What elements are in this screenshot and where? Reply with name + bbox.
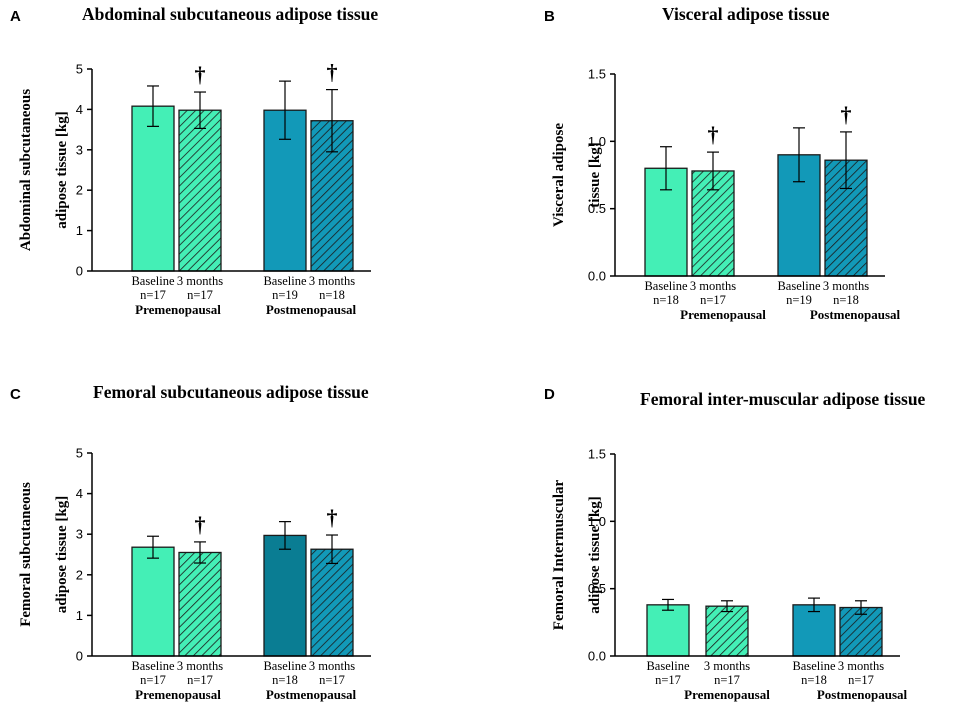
bar (792, 604, 836, 657)
panel-b: B Visceral adipose tissue Visceral adipose… (544, 4, 901, 322)
y-tick-label: 1.0 (588, 134, 606, 149)
significance-dagger: † (195, 62, 206, 87)
y-tick-label: 1.5 (588, 447, 606, 462)
bar-n-label: n=18 (319, 288, 345, 302)
group-label: Premenopausal (135, 302, 221, 317)
y-tick-label: 0.5 (588, 581, 606, 596)
chart-title: Visceral adipose tissue (662, 4, 830, 24)
bar-n-label: n=17 (187, 673, 213, 687)
bar-n-label: n=18 (801, 673, 827, 687)
y-axis-label: Visceral adipose (551, 123, 567, 227)
bar-label: 3 months (309, 274, 355, 288)
y-tick-label: 3 (76, 527, 83, 542)
y-axis-label: Femoral Intermuscular (551, 479, 567, 630)
bar-label: Baseline (646, 659, 689, 673)
bar-n-label: n=17 (319, 673, 345, 687)
bar-n-label: n=17 (187, 288, 213, 302)
bar-label: Baseline (263, 274, 306, 288)
bar-label: Baseline (263, 659, 306, 673)
bar-n-label: n=18 (833, 293, 859, 307)
bar-n-label: n=17 (655, 673, 681, 687)
bar-label: 3 months (177, 274, 223, 288)
bar-label: Baseline (777, 279, 820, 293)
significance-dagger: † (195, 512, 206, 537)
bar-n-label: n=17 (848, 673, 874, 687)
bar (705, 605, 749, 657)
y-tick-label: 1 (76, 608, 83, 623)
chart-title: Femoral subcutaneous adipose tissue (93, 382, 369, 402)
y-tick-label: 0 (76, 649, 83, 664)
y-tick-label: 5 (76, 446, 83, 461)
y-axis-label: tissue [kg] (587, 142, 603, 207)
y-tick-label: 2 (76, 183, 83, 198)
bar (263, 109, 307, 272)
y-tick-label: 3 (76, 142, 83, 157)
y-tick-label: 4 (76, 102, 83, 117)
chart-title: Femoral inter-muscular adipose tissue (640, 389, 926, 409)
bar (263, 534, 307, 657)
bar-n-label: n=17 (714, 673, 740, 687)
significance-dagger: † (841, 102, 852, 127)
panel-label: B (544, 8, 555, 25)
bar-n-label: n=19 (786, 293, 812, 307)
y-axis-label: Abdominal subcutaneous (18, 89, 34, 251)
bar-n-label: n=18 (653, 293, 679, 307)
y-axis-label: Femoral subcutaneous (18, 482, 34, 627)
significance-dagger: † (327, 60, 338, 85)
bar-n-label: n=17 (140, 673, 166, 687)
significance-dagger: † (708, 122, 719, 147)
panel-label: A (10, 8, 21, 25)
group-label: Postmenopausal (266, 687, 357, 702)
y-tick-label: 5 (76, 62, 83, 77)
y-axis-label: adipose tissue [kg] (54, 111, 70, 229)
bar (646, 604, 690, 657)
group-label: Premenopausal (680, 307, 766, 322)
group-label: Postmenopausal (266, 302, 357, 317)
bar-label: 3 months (177, 659, 223, 673)
bar (839, 606, 883, 657)
y-tick-label: 4 (76, 486, 83, 501)
panel-a: A Abdominal subcutaneous adipose tissue Ab… (10, 4, 378, 317)
y-tick-label: 2 (76, 567, 83, 582)
bar (131, 105, 175, 272)
panel-label: C (10, 386, 21, 403)
bar-label: 3 months (823, 279, 869, 293)
bar-label: 3 months (838, 659, 884, 673)
y-tick-label: 1.0 (588, 514, 606, 529)
chart-title: Abdominal subcutaneous adipose tissue (82, 4, 378, 24)
group-label: Postmenopausal (810, 307, 901, 322)
bar-n-label: n=19 (272, 288, 298, 302)
significance-dagger: † (327, 505, 338, 530)
panel-d: D Femoral inter-muscular adipose tissue Fe… (544, 386, 926, 702)
bar-label: Baseline (644, 279, 687, 293)
bar-label: 3 months (704, 659, 750, 673)
y-tick-label: 0.5 (588, 201, 606, 216)
bar (178, 551, 222, 657)
y-tick-label: 1 (76, 223, 83, 238)
bar-label: 3 months (690, 279, 736, 293)
y-tick-label: 0 (76, 264, 83, 279)
bar (310, 548, 354, 657)
panel-c: C Femoral subcutaneous adipose tissue Femo… (10, 382, 371, 702)
bar-n-label: n=18 (272, 673, 298, 687)
panel-label: D (544, 386, 555, 403)
bar (178, 109, 222, 272)
bar-label: Baseline (131, 659, 174, 673)
y-tick-label: 0.0 (588, 269, 606, 284)
group-label: Premenopausal (684, 687, 770, 702)
bar-n-label: n=17 (140, 288, 166, 302)
y-axis-label: adipose tissue [kg] (587, 496, 603, 614)
bar-n-label: n=17 (700, 293, 726, 307)
bar-label: Baseline (792, 659, 835, 673)
group-label: Postmenopausal (817, 687, 908, 702)
group-label: Premenopausal (135, 687, 221, 702)
y-tick-label: 0.0 (588, 649, 606, 664)
y-axis-label: adipose tissue [kg] (54, 496, 70, 614)
bar (131, 546, 175, 657)
bar-label: 3 months (309, 659, 355, 673)
bar-label: Baseline (131, 274, 174, 288)
y-tick-label: 1.5 (588, 67, 606, 82)
